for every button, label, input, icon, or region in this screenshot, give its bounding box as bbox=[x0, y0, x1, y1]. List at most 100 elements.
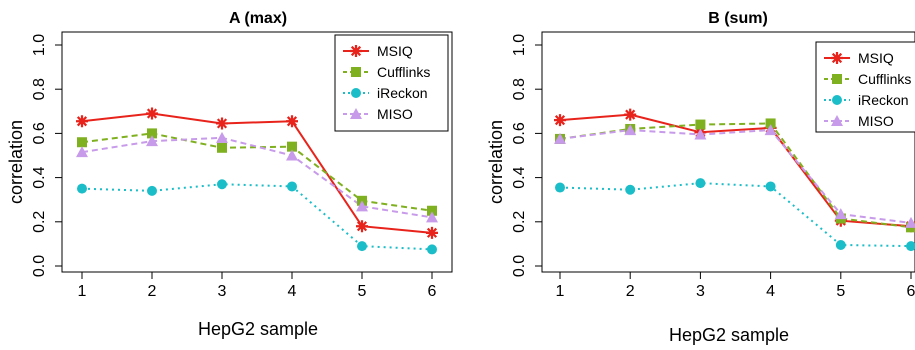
data-point bbox=[217, 179, 227, 190]
y-tick-label: 0.4 bbox=[511, 166, 528, 188]
legend-label: Cufflinks bbox=[377, 64, 430, 80]
data-point bbox=[77, 183, 87, 194]
y-tick-label: 0.8 bbox=[31, 78, 48, 100]
data-point bbox=[216, 117, 228, 130]
data-point bbox=[625, 184, 636, 195]
legend-marker bbox=[831, 115, 843, 126]
series-line bbox=[559, 122, 912, 229]
x-tick-label: 4 bbox=[766, 283, 775, 300]
x-tick-label: 3 bbox=[218, 283, 227, 300]
x-tick-label: 5 bbox=[836, 283, 845, 300]
legend-label: iReckon bbox=[858, 92, 909, 108]
data-point bbox=[835, 240, 846, 251]
data-point bbox=[426, 211, 438, 223]
y-tick-label: 1.0 bbox=[31, 34, 48, 56]
data-point bbox=[695, 178, 706, 189]
data-point bbox=[146, 135, 158, 147]
legend-marker bbox=[832, 74, 842, 84]
chart-title: B (sum) bbox=[708, 10, 768, 27]
legend-label: MSIQ bbox=[858, 50, 894, 66]
x-tick-label: 1 bbox=[556, 283, 565, 300]
plot-frame bbox=[541, 31, 915, 273]
data-point bbox=[624, 108, 637, 121]
series-line bbox=[559, 182, 912, 248]
data-point bbox=[287, 181, 297, 192]
chart-panel-a: A (max) correlation HepG2 sample 1 2 3 4 5 6 0… bbox=[6, 10, 453, 339]
data-point bbox=[147, 128, 157, 139]
x-tick-label: 4 bbox=[288, 283, 297, 300]
data-point bbox=[147, 185, 157, 196]
x-axis-label: HepG2 sample bbox=[198, 319, 318, 339]
y-tick-label: 0.0 bbox=[511, 255, 528, 277]
x-tick-label: 2 bbox=[148, 283, 157, 300]
data-point bbox=[765, 118, 776, 129]
legend-label: MISO bbox=[377, 106, 413, 122]
data-point bbox=[427, 205, 437, 216]
legend: MSIQ Cufflinks iReckon MISO bbox=[815, 41, 915, 133]
data-point bbox=[765, 181, 776, 192]
plot-frame bbox=[61, 31, 453, 273]
data-point bbox=[427, 244, 437, 255]
x-tick-label: 5 bbox=[358, 283, 367, 300]
x-axis-label: HepG2 sample bbox=[669, 325, 789, 345]
data-point bbox=[695, 119, 706, 130]
chart-title: A (max) bbox=[229, 10, 287, 27]
data-point bbox=[76, 115, 88, 128]
legend-marker bbox=[831, 52, 843, 64]
data-point bbox=[555, 182, 565, 193]
data-point bbox=[426, 226, 438, 239]
y-axis-label: correlation bbox=[486, 120, 506, 204]
legend-label: MSIQ bbox=[377, 43, 413, 59]
y-axis-label: correlation bbox=[6, 120, 26, 204]
series-line bbox=[81, 112, 433, 234]
x-tick-label: 6 bbox=[907, 283, 915, 300]
y-tick-label: 0.6 bbox=[511, 122, 528, 144]
data-point bbox=[906, 241, 915, 252]
x-tick-label: 3 bbox=[696, 283, 705, 300]
data-point bbox=[286, 149, 298, 161]
data-point bbox=[694, 128, 707, 140]
legend-marker bbox=[350, 108, 362, 119]
legend-label: Cufflinks bbox=[858, 71, 911, 87]
legend-label: iReckon bbox=[377, 85, 428, 101]
x-tick-label: 2 bbox=[626, 283, 635, 300]
chart-panel-b: B (sum) correlation HepG2 sample 1 2 3 4 5 6 0… bbox=[486, 10, 915, 345]
data-point bbox=[216, 131, 228, 143]
data-point bbox=[77, 137, 87, 148]
y-tick-label: 0.0 bbox=[31, 255, 48, 277]
data-point bbox=[356, 220, 368, 233]
y-tick-label: 0.6 bbox=[31, 122, 48, 144]
data-point bbox=[357, 241, 367, 252]
legend-marker bbox=[350, 45, 362, 57]
data-point bbox=[624, 124, 637, 136]
data-point bbox=[834, 208, 847, 220]
series-line bbox=[559, 129, 912, 224]
x-tick-label: 6 bbox=[428, 283, 437, 300]
legend-marker bbox=[351, 88, 361, 98]
y-tick-label: 1.0 bbox=[511, 34, 528, 56]
y-tick-label: 0.8 bbox=[511, 78, 528, 100]
data-point bbox=[287, 141, 297, 152]
series-line bbox=[81, 183, 433, 251]
y-tick-label: 0.2 bbox=[511, 211, 528, 233]
legend-label: MISO bbox=[858, 113, 894, 129]
data-point bbox=[76, 146, 88, 158]
series-line bbox=[81, 136, 433, 219]
data-point bbox=[554, 132, 566, 144]
legend-marker bbox=[832, 95, 842, 105]
legend-marker bbox=[351, 67, 361, 77]
y-tick-label: 0.2 bbox=[31, 211, 48, 233]
data-point bbox=[356, 200, 368, 212]
x-tick-label: 1 bbox=[78, 283, 87, 300]
y-tick-label: 0.4 bbox=[31, 166, 48, 188]
data-point bbox=[554, 114, 566, 127]
data-point bbox=[764, 124, 777, 136]
data-point bbox=[146, 107, 158, 120]
data-point bbox=[905, 216, 915, 228]
legend: MSIQ Cufflinks iReckon MISO bbox=[334, 34, 449, 132]
series-line bbox=[81, 132, 433, 212]
data-point bbox=[217, 142, 227, 153]
series-line bbox=[559, 113, 912, 228]
data-point bbox=[286, 115, 298, 128]
